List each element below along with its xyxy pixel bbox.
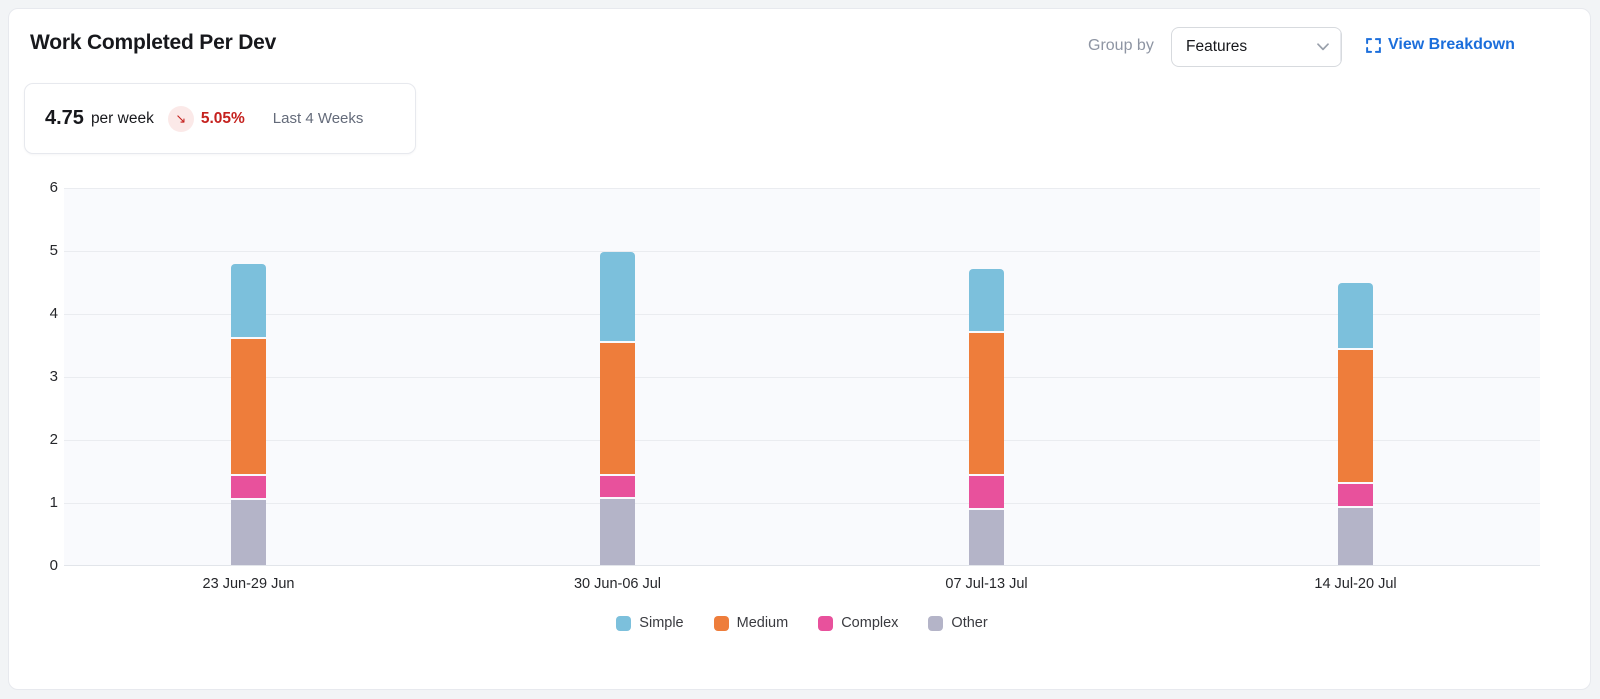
view-breakdown-link[interactable]: View Breakdown [1366, 36, 1515, 54]
bar-segment-simple[interactable] [1338, 283, 1373, 349]
group-by-selected-value: Features [1186, 38, 1248, 55]
legend-swatch-simple [616, 615, 632, 631]
gridline [64, 314, 1540, 315]
y-axis-tick-label: 2 [49, 431, 58, 448]
legend-label: Medium [736, 615, 789, 631]
legend-item-other[interactable]: Other [928, 615, 988, 631]
bar-segment-complex[interactable] [969, 475, 1004, 509]
gridline [64, 251, 1540, 252]
bar-segment-other[interactable] [1338, 507, 1373, 565]
gridline [64, 377, 1540, 378]
legend-label: Complex [841, 615, 899, 631]
x-axis-category-label: 30 Jun-06 Jul [573, 576, 662, 592]
summary-stat-card: 4.75 per week ↘ 5.05% Last 4 Weeks [24, 83, 416, 154]
expand-icon [1366, 37, 1381, 53]
legend-swatch-other [928, 615, 944, 631]
legend-item-medium[interactable]: Medium [713, 615, 789, 631]
y-axis-tick-label: 4 [49, 305, 58, 322]
y-axis-tick-label: 3 [49, 368, 58, 385]
gridline [64, 188, 1540, 189]
header-divider [1340, 32, 1341, 62]
bar-segment-complex[interactable] [1338, 484, 1373, 506]
x-axis-category-label: 14 Jul-20 Jul [1314, 576, 1397, 592]
bar-segment-simple[interactable] [231, 263, 266, 338]
chart-legend: Simple Medium Complex Other [64, 615, 1540, 631]
bar-segment-other[interactable] [969, 510, 1004, 565]
y-axis-tick-label: 6 [49, 179, 58, 196]
bar-segment-medium[interactable] [600, 343, 635, 474]
legend-label: Other [951, 615, 988, 631]
page-title: Work Completed Per Dev [30, 31, 277, 54]
bar-segment-complex[interactable] [600, 475, 635, 497]
legend-item-simple[interactable]: Simple [616, 615, 684, 631]
view-breakdown-label: View Breakdown [1388, 36, 1515, 53]
stat-unit-label: per week [90, 109, 154, 127]
bar-segment-medium[interactable] [969, 333, 1004, 474]
bar-stack-3[interactable] [969, 187, 1004, 565]
bar-segment-simple[interactable] [969, 268, 1004, 332]
stat-value: 4.75 [45, 107, 84, 129]
chevron-down-icon [1317, 43, 1329, 51]
bar-stack-4[interactable] [1338, 187, 1373, 565]
bar-segment-medium[interactable] [231, 339, 266, 475]
group-by-label: Group by [1088, 37, 1154, 54]
bar-segment-medium[interactable] [1338, 350, 1373, 483]
trend-down-arrow-icon: ↘ [175, 111, 187, 126]
gridline [64, 503, 1540, 504]
y-axis-tick-label: 5 [49, 242, 58, 259]
gridline [64, 440, 1540, 441]
trend-badge: ↘ [167, 105, 194, 132]
y-axis-tick-label: 0 [49, 557, 58, 574]
legend-item-complex[interactable]: Complex [818, 615, 898, 631]
bar-segment-simple[interactable] [600, 251, 635, 342]
bar-stack-2[interactable] [600, 187, 635, 565]
bar-segment-other[interactable] [600, 498, 635, 565]
chart-plot-area [64, 188, 1540, 566]
y-axis-tick-label: 1 [49, 494, 58, 511]
bar-segment-other[interactable] [231, 500, 266, 565]
x-axis-category-label: 07 Jul-13 Jul [945, 576, 1028, 592]
legend-swatch-medium [713, 615, 729, 631]
bar-segment-complex[interactable] [231, 476, 266, 499]
group-by-dropdown[interactable]: Features [1171, 27, 1342, 67]
bar-stack-1[interactable] [231, 187, 266, 565]
stat-period-label: Last 4 Weeks [272, 110, 364, 127]
x-axis-category-label: 23 Jun-29 Jun [202, 576, 295, 592]
legend-label: Simple [639, 615, 684, 631]
trend-percentage: 5.05% [200, 109, 245, 127]
legend-swatch-complex [818, 615, 834, 631]
